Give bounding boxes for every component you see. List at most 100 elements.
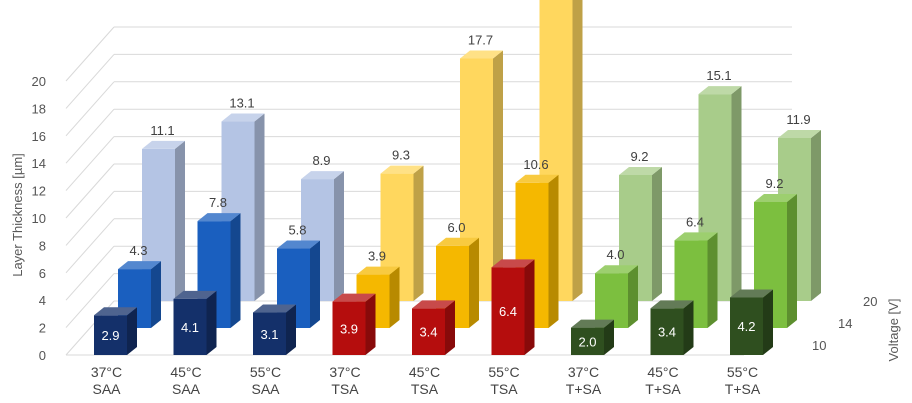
bar-top [412,300,455,309]
data-label: 2.9 [101,328,119,343]
data-label: 9.3 [392,148,410,163]
category-label-type: TSA [411,381,439,397]
data-label: 4.1 [181,320,199,335]
bar-side [731,86,742,301]
bar-front [332,301,366,355]
data-label: 11.1 [150,123,174,138]
bar-top [778,129,821,138]
gridline-side [65,108,115,164]
category-label-temp: 55°C [727,364,758,380]
bar-front [571,327,604,355]
data-label: 7.8 [209,195,227,210]
data-label: 4.2 [737,319,755,334]
y-tick-label: 20 [32,74,46,89]
gridline-side [65,245,115,301]
category-label-temp: 55°C [250,364,281,380]
y-axis-title: Layer Thickness [µm] [10,153,25,277]
bar-side [604,319,614,355]
gridline-side [65,191,115,246]
category-label-type: SAA [92,381,121,397]
data-label: 6.4 [686,214,704,229]
bar-top [197,213,241,222]
bar-top [301,171,344,180]
bar-front [173,298,207,355]
bar-top [142,140,185,149]
depth-tick-label: 20 [863,294,877,309]
category-label-temp: 45°C [647,364,678,380]
bar-3d: 9.2 [619,149,662,301]
bar-top [356,266,400,275]
bar-side [206,290,217,355]
y-tick-label: 0 [39,348,46,363]
bar-side [524,259,535,355]
data-label: 6.4 [499,304,517,319]
data-label: 3.1 [260,327,278,342]
bar-side [469,237,479,328]
bar-top [436,237,479,246]
bar-front [94,315,127,355]
data-label: 4.3 [129,243,147,258]
y-tick-label: 6 [39,266,46,281]
depth-axis-ticks: 10 14 20 [812,294,877,353]
bar-top [277,240,320,249]
data-label: 3.4 [658,325,676,340]
gridline-side [65,163,115,219]
bar-top [650,300,694,309]
bar-side [334,171,344,301]
bar-3d: 6.4 [491,259,535,355]
bar-top [619,166,662,175]
data-label: 3.9 [368,249,386,264]
gridline-side [65,54,115,109]
bar-3d: 4.1 [173,290,217,355]
bar-front [730,297,763,355]
bar-side [365,293,376,355]
bar-top [491,259,535,268]
bar-side [652,166,662,301]
bar-side [151,261,161,328]
bar-front [650,308,684,355]
gridline-side [65,136,115,191]
bar-top [595,265,638,274]
bar-top [460,50,503,59]
bar-top [674,232,718,241]
gridline-side [65,218,115,274]
bar-3d: 3.9 [332,293,376,355]
category-label-type: SAA [172,381,201,397]
category-label-type: TSA [331,381,359,397]
bar-side [310,240,320,328]
gridline-side [65,26,115,82]
depth-tick-label: 10 [812,338,826,353]
bar-top [253,304,296,313]
y-tick-label: 14 [32,156,46,171]
bar-top [571,319,614,328]
bar-front [253,312,286,355]
bar-3d: 3.4 [412,300,455,355]
bar-3d: 2.9 [94,307,137,355]
data-label: 13.1 [229,96,254,111]
y-tick-label: 10 [32,211,46,226]
gridline-side [65,81,115,137]
bar-side [572,0,583,301]
bar-side [389,266,400,328]
data-label: 3.9 [340,321,358,336]
bar-3d: 2.0 [571,319,614,355]
depth-tick-label: 14 [838,316,852,331]
y-tick-label: 18 [32,101,46,116]
bar-side [493,50,503,302]
category-label-type: SAA [251,381,280,397]
category-label-temp: 37°C [329,364,360,380]
bar-side [413,165,424,301]
bar-side [787,193,797,328]
bar-side [811,129,821,301]
bar-top [754,193,797,202]
bar-side [445,300,455,355]
bar-side [683,300,694,355]
category-label-temp: 37°C [91,364,122,380]
category-label-type: TSA [490,381,518,397]
x-axis-categories: 37°CSAA45°CSAA55°CSAA37°CTSA45°CTSA55°CT… [91,364,761,397]
y-tick-label: 2 [39,321,46,336]
data-label: 17.7 [468,33,493,48]
bar-top [94,307,137,316]
data-label: 9.2 [630,149,648,164]
bar-side [230,213,241,328]
